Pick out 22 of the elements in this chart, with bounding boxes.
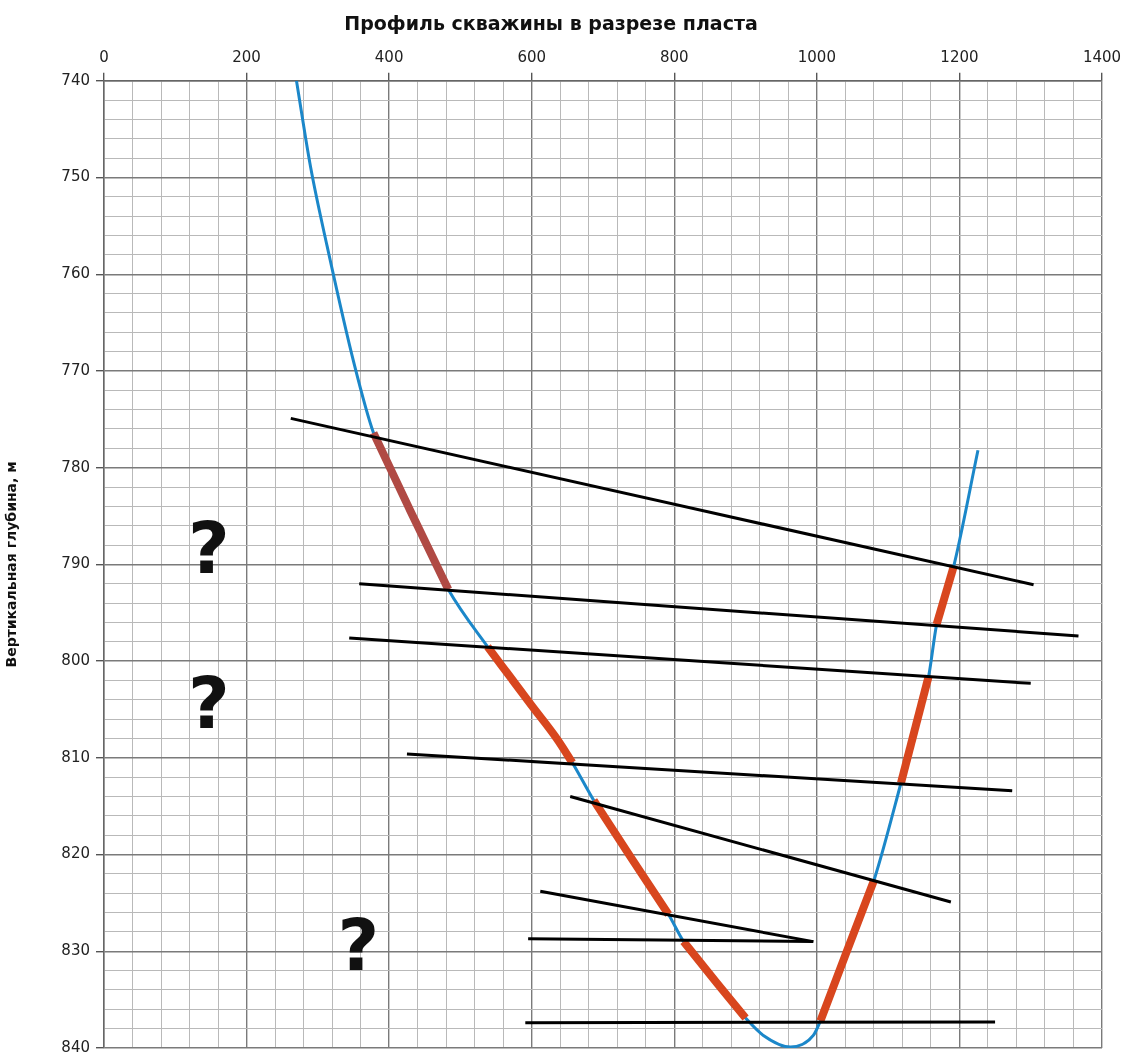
y-axis-title: Вертикальная глубина, м [3,461,20,668]
y-tick-label: 840 [61,1037,90,1056]
y-tick-label: 760 [61,264,90,283]
x-tick-label: 800 [659,47,689,66]
y-tick-label: 780 [61,457,90,476]
x-tick-label: 1400 [1082,47,1122,66]
y-tick-label: 800 [61,651,90,670]
y-tick-label: 790 [61,554,90,573]
y-tick-label: 830 [61,941,90,960]
x-tick-label: 0 [99,47,109,66]
x-tick-label: 600 [517,47,547,66]
y-tick-label: 810 [61,747,90,766]
y-tick-label: 820 [61,844,90,863]
y-tick-label: 740 [61,70,90,89]
y-tick-label: 770 [61,360,90,379]
x-tick-label: 400 [374,47,404,66]
x-tick-label: 1200 [940,47,979,66]
y-tick-label: 750 [61,167,90,186]
chart-title: Профиль скважины в разрезе пласта [344,12,758,35]
annotation: ? [187,661,230,746]
x-tick-label: 1000 [797,47,836,66]
x-tick-label: 200 [232,47,261,66]
